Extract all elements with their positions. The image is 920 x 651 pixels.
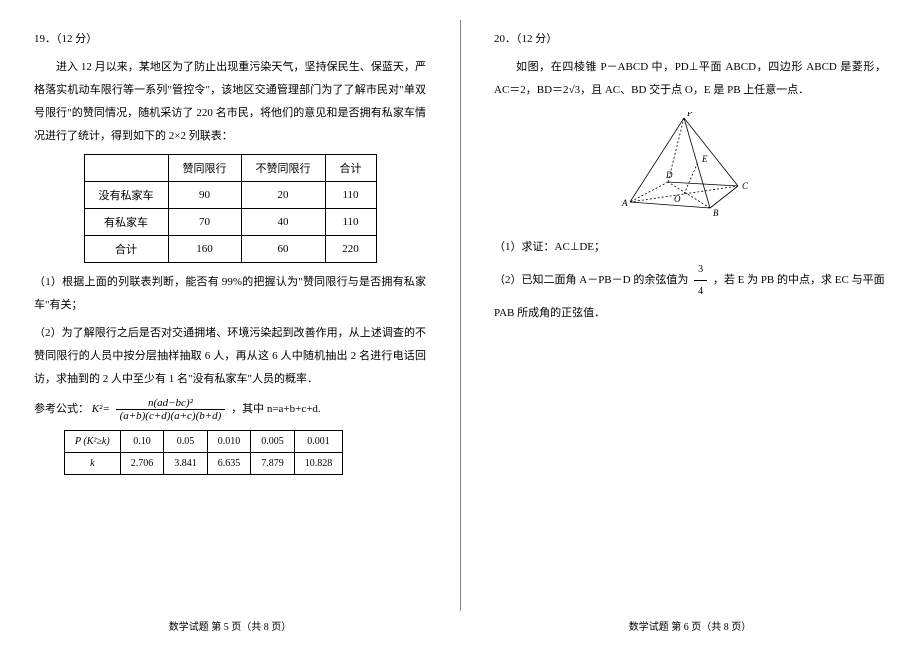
chi-k3: 3.841 xyxy=(164,452,208,474)
q20-sub2: （2）已知二面角 A－PB－D 的余弦值为 3 4 ，若 E 为 PB 的中点，… xyxy=(494,259,886,325)
chi-h4: 0.010 xyxy=(207,430,251,452)
formula-label: 参考公式： xyxy=(34,403,89,415)
chi-k2: 2.706 xyxy=(120,452,164,474)
r1c2: 90 xyxy=(168,182,241,209)
r2c1: 有私家车 xyxy=(84,209,168,236)
pyramid-svg: A B C D P O E xyxy=(620,112,760,222)
r2c3: 40 xyxy=(241,209,325,236)
svg-text:B: B xyxy=(713,208,719,218)
q20-p1: 如图，在四棱锥 P－ABCD 中，PD⊥平面 ABCD，四边形 ABCD 是菱形… xyxy=(494,56,886,102)
chi-h6: 0.001 xyxy=(294,430,343,452)
formula-row: 参考公式： K²= n(ad−bc)² (a+b)(c+d)(a+c)(b+d)… xyxy=(34,397,426,422)
chi-h3: 0.05 xyxy=(164,430,208,452)
chi-k1: k xyxy=(65,452,121,474)
r1c1: 没有私家车 xyxy=(84,182,168,209)
chi-square-table: P (K²≥k) 0.10 0.05 0.010 0.005 0.001 k 2… xyxy=(64,430,343,475)
q20-sub1: （1）求证：AC⊥DE； xyxy=(494,236,886,259)
formula-tail: ，其中 n=a+b+c+d. xyxy=(231,403,321,415)
formula-lhs: K²= xyxy=(92,403,110,415)
chi-h5: 0.005 xyxy=(251,430,295,452)
q19-header: 19．（12 分） xyxy=(34,30,426,46)
pyramid-diagram: A B C D P O E xyxy=(494,112,886,222)
svg-text:P: P xyxy=(686,112,693,118)
svg-text:D: D xyxy=(665,170,673,180)
th-disagree: 不赞同限行 xyxy=(241,155,325,182)
svg-text:A: A xyxy=(621,198,628,208)
svg-text:C: C xyxy=(742,181,749,191)
r3c3: 60 xyxy=(241,236,325,263)
chi-k4: 6.635 xyxy=(207,452,251,474)
r3c4: 220 xyxy=(325,236,376,263)
contingency-table: 赞同限行 不赞同限行 合计 没有私家车 90 20 110 有私家车 70 40… xyxy=(84,154,377,263)
q20-frac-num: 3 xyxy=(694,259,707,281)
chi-k5: 7.879 xyxy=(251,452,295,474)
r1c3: 20 xyxy=(241,182,325,209)
r2c4: 110 xyxy=(325,209,376,236)
q20-header: 20．（12 分） xyxy=(494,30,886,46)
q20-p1b: ，且 AC、BD 交于点 O，E 是 PB 上任意一点． xyxy=(580,84,809,96)
q19-p1: 进入 12 月以来，某地区为了防止出现重污染天气，坚持保民生、保蓝天，严格落实机… xyxy=(34,56,426,148)
q19-sub2: （2）为了解限行之后是否对交通拥堵、环境污染起到改善作用，从上述调查的不赞同限行… xyxy=(34,322,426,391)
r2c2: 70 xyxy=(168,209,241,236)
chi-h2: 0.10 xyxy=(120,430,164,452)
chi-h1: P (K²≥k) xyxy=(65,430,121,452)
th-agree: 赞同限行 xyxy=(168,155,241,182)
formula-den: (a+b)(c+d)(a+c)(b+d) xyxy=(116,410,226,422)
footer-left: 数学试题 第 5 页（共 8 页） xyxy=(0,618,460,633)
r1c4: 110 xyxy=(325,182,376,209)
svg-text:E: E xyxy=(701,154,708,164)
q19-sub1: （1）根据上面的列联表判断，能否有 99%的把握认为"赞同限行与是否拥有私家车"… xyxy=(34,271,426,317)
th-blank xyxy=(84,155,168,182)
r3c1: 合计 xyxy=(84,236,168,263)
chi-k6: 10.828 xyxy=(294,452,343,474)
footer-right: 数学试题 第 6 页（共 8 页） xyxy=(460,618,920,633)
formula-fraction: n(ad−bc)² (a+b)(c+d)(a+c)(b+d) xyxy=(116,397,226,422)
r3c2: 160 xyxy=(168,236,241,263)
th-total: 合计 xyxy=(325,155,376,182)
q20-frac-den: 4 xyxy=(694,281,707,302)
sqrt3: √3 xyxy=(569,84,581,96)
q20-sub2a: （2）已知二面角 A－PB－D 的余弦值为 xyxy=(494,274,688,286)
q20-frac: 3 4 xyxy=(694,259,707,302)
svg-text:O: O xyxy=(674,194,681,204)
formula-num: n(ad−bc)² xyxy=(116,397,226,410)
